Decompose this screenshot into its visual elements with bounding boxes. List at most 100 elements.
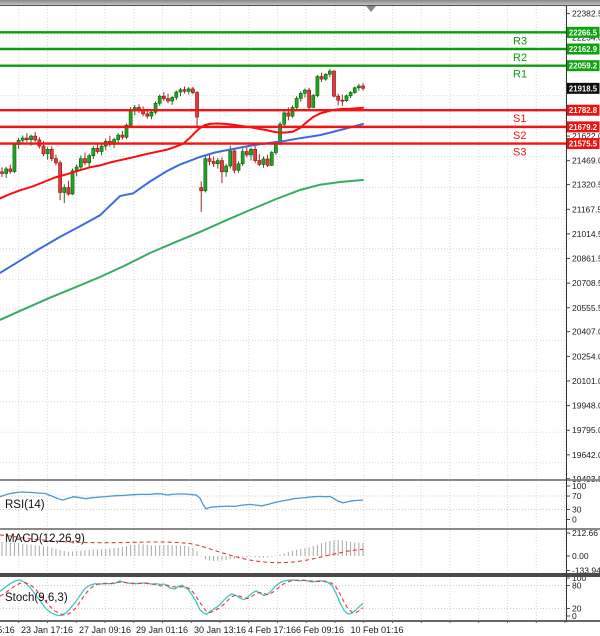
price-tick-label: 20555.5 [572,303,600,313]
price-tick-label: 19948.0 [572,401,600,411]
stoch-indicator-label: Stoch(9,6,3) [5,592,68,604]
indicator-tick-label: 0 [572,611,577,621]
moving-average-mid [0,123,364,274]
macd-signal-line [0,534,364,564]
candle [49,146,54,162]
price-tick-label: 20101.0 [572,376,600,386]
candle [91,146,96,159]
indicator-tick-label: 212.66 [572,528,598,538]
svg-text:21918.5: 21918.5 [569,84,598,93]
candle [215,157,220,169]
moving-average-slow [0,179,364,321]
candle [319,72,324,82]
candle [348,91,353,99]
price-tick-label: 19493.5 [572,474,600,484]
candle [357,83,361,91]
support-badge [566,138,600,150]
candle [323,73,328,81]
candle [245,146,249,158]
price-tick-label: 21014.5 [572,229,600,239]
chart-shift-marker-icon [366,6,376,12]
candle [220,157,224,184]
price-tick-label: 20861.5 [572,254,600,264]
moving-average-fast [0,106,364,200]
time-tick-label: 29 Jan 01:16 [136,625,188,635]
candle [203,155,208,193]
candle [170,96,175,105]
resistance-badge [566,26,600,38]
candle [62,184,67,204]
candle [327,68,332,78]
candle [116,133,121,143]
candle [253,146,258,163]
candle [311,93,316,109]
indicator-tick-label: 0.00 [572,551,589,561]
candle [307,87,311,110]
indicator-tick-label: 20 [572,603,582,613]
price-tick-label: 20254.0 [572,351,600,361]
candle [240,148,245,167]
price-tick-label: 20708.5 [572,278,600,288]
candle [298,91,303,102]
candle [12,142,17,174]
panel-separator[interactable] [0,479,600,481]
candle [186,87,191,95]
time-tick-label: 30 Jan 13:16 [194,625,246,635]
candle [249,147,253,161]
price-scale-border [566,6,567,622]
indicator-tick-label: -133.94 [572,565,600,575]
macd-histogram [1,539,364,561]
candle [282,111,287,127]
price-tick-label: 21622.0 [572,131,600,141]
candle [166,93,170,104]
candle [54,154,58,166]
candle [361,83,365,91]
level-label-R3: R3 [513,35,527,47]
level-label-S1: S1 [513,113,526,125]
time-axis[interactable]: 5:16 23 Jan 17:16 27 Jan 09:16 29 Jan 01:16… [0,620,566,635]
candle [25,133,29,142]
rsi-line [0,491,364,510]
candle [261,156,266,168]
candle [149,110,154,120]
candle [224,163,228,177]
candle [344,94,349,102]
macd-indicator-label: MACD(12,26,9) [5,533,85,545]
svg-text:21782.8: 21782.8 [569,106,598,115]
svg-text:22162.9: 22162.9 [569,45,598,54]
panel-separator[interactable] [0,573,600,577]
time-tick-label: 27 Jan 09:16 [79,625,131,635]
candle [207,153,212,166]
time-tick-label: 10 Feb 01:16 [350,625,403,635]
rsi-indicator-label: RSI(14) [5,499,45,511]
candle [236,161,241,173]
resistance-badge [566,43,600,55]
indicator-tick-label: 70 [572,491,582,501]
indicator-tick-label: 0 [572,515,577,525]
svg-text:22059.2: 22059.2 [569,62,598,71]
candle [87,153,91,167]
candle [340,94,345,106]
svg-text:21575.5: 21575.5 [569,140,598,149]
price-axis[interactable]: 22382.522234.021622.021469.021320.521167… [566,9,600,484]
candle [137,104,141,113]
indicator-tick-label: 30 [572,504,582,514]
time-tick-label: 4 Feb 17:16 [248,625,296,635]
candle [58,160,62,201]
candle [162,91,166,101]
candle [332,70,336,98]
time-tick-label: 23 Jan 17:16 [21,625,73,635]
panel-separator[interactable] [0,528,600,530]
candle [157,94,162,106]
candle [336,93,341,106]
candle [182,86,187,94]
candle [315,74,320,98]
candle [352,86,357,94]
panel-separator[interactable] [0,620,600,622]
candle [120,130,125,140]
indicator-tick-label: 100 [572,573,586,583]
level-label-S3: S3 [513,147,526,159]
candle [303,88,307,98]
